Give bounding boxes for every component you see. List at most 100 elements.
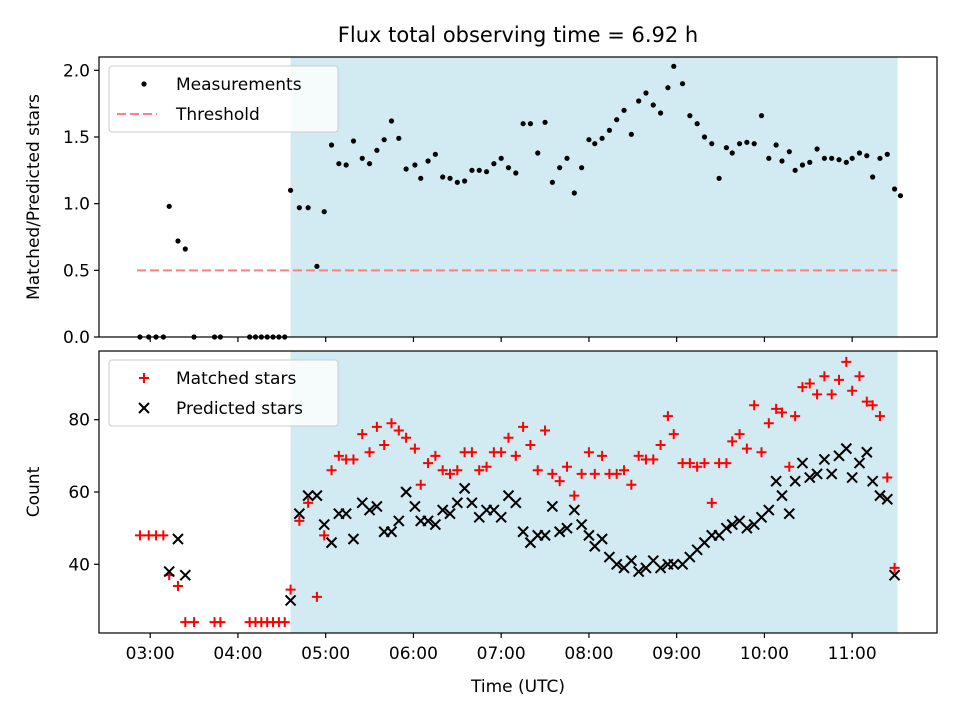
- predicted-point: [796, 457, 809, 469]
- matched-point: [379, 440, 390, 450]
- matched-point: [804, 378, 815, 389]
- matched-point: [589, 468, 600, 479]
- predicted-point: [429, 518, 442, 531]
- measurement-point: [671, 63, 677, 69]
- measurement-point: [557, 165, 563, 171]
- matched-point: [576, 468, 587, 479]
- legend: Measurements Threshold: [108, 65, 339, 133]
- matched-point: [648, 454, 659, 465]
- matched-point: [134, 530, 145, 541]
- measurement-point: [814, 146, 820, 152]
- matched-point: [749, 400, 760, 411]
- predicted-point: [611, 558, 623, 571]
- predicted-point: [575, 518, 588, 531]
- measurement-point: [491, 161, 497, 167]
- matched-point: [215, 617, 226, 628]
- x-tick-label: 04:00: [213, 644, 262, 664]
- matched-point: [481, 461, 492, 472]
- legend-label: Predicted stars: [176, 399, 303, 419]
- matched-point: [771, 403, 782, 414]
- measurement-point: [182, 246, 188, 252]
- measurement-point: [579, 165, 585, 171]
- matched-point: [668, 429, 679, 440]
- x-tick-label: 08:00: [564, 644, 613, 664]
- measurement-point: [535, 150, 541, 156]
- matched-point: [874, 411, 885, 422]
- measurement-point: [520, 121, 526, 127]
- predicted-point: [825, 468, 838, 480]
- measurement-point: [650, 102, 656, 108]
- measurement-point: [864, 153, 870, 159]
- measurement-point: [807, 159, 813, 165]
- matched-point: [510, 450, 521, 461]
- matched-point: [847, 385, 858, 396]
- matched-point: [547, 468, 558, 479]
- measurement-point: [388, 118, 395, 124]
- predicted-point: [783, 507, 795, 520]
- matched-point: [393, 425, 404, 436]
- measurement-point: [343, 162, 349, 168]
- predicted-point: [818, 453, 831, 466]
- predicted-point: [163, 565, 175, 578]
- measurement-point: [396, 135, 402, 141]
- matched-point: [554, 476, 565, 487]
- matched-point: [311, 591, 322, 602]
- predicted-point: [422, 515, 434, 527]
- measurement-point: [606, 127, 613, 133]
- measurement-point: [564, 155, 570, 161]
- predicted-point: [393, 515, 405, 527]
- predicted-point: [568, 504, 581, 516]
- measurement-point: [469, 167, 475, 173]
- measurement-point: [425, 158, 431, 164]
- measurement-point: [498, 155, 504, 161]
- matched-point: [279, 617, 290, 628]
- measurement-point: [687, 113, 693, 119]
- measurement-point: [166, 203, 172, 209]
- matched-point: [409, 443, 420, 454]
- measurement-point: [701, 134, 708, 140]
- predicted-point: [553, 526, 566, 538]
- predicted-point: [741, 522, 753, 534]
- measurement-point: [305, 205, 311, 211]
- predicted-point: [632, 565, 645, 578]
- measurement-point: [779, 158, 785, 164]
- matched-point: [841, 356, 852, 367]
- y-tick-label: 1.0: [63, 195, 90, 215]
- matched-point: [285, 584, 296, 595]
- matched-point: [371, 421, 382, 432]
- measurement-point: [374, 147, 380, 153]
- predicted-point: [888, 569, 901, 581]
- measurement-point: [665, 85, 671, 91]
- measurement-point: [836, 157, 842, 163]
- matched-point: [699, 458, 710, 469]
- predicted-point: [400, 486, 412, 498]
- predicted-point: [726, 518, 738, 531]
- predicted-point: [770, 475, 782, 487]
- matched-point: [303, 497, 314, 508]
- predicted-point: [371, 500, 383, 513]
- matched-point: [763, 418, 774, 429]
- measurement-point: [766, 155, 772, 161]
- matched-point: [741, 443, 752, 454]
- y-tick-label: 0.0: [63, 328, 90, 348]
- legend: Matched stars Predicted stars: [108, 359, 339, 427]
- matched-point: [452, 465, 463, 476]
- measurement-point: [799, 162, 806, 168]
- measurement-point: [891, 186, 898, 192]
- measurement-point: [586, 137, 592, 143]
- measurement-point: [679, 81, 686, 87]
- measurement-point: [359, 155, 365, 161]
- predicted-point: [311, 489, 323, 502]
- matched-point: [540, 425, 551, 436]
- legend-label: Measurements: [176, 75, 302, 95]
- predicted-point: [409, 500, 421, 513]
- matched-point: [727, 436, 738, 447]
- matched-point: [158, 530, 169, 541]
- measurement-point: [736, 141, 743, 147]
- measurement-point: [897, 193, 904, 199]
- predicted-point: [172, 533, 184, 545]
- predicted-point: [881, 493, 893, 505]
- predicted-point: [517, 526, 529, 538]
- y-tick-label: 60: [68, 483, 90, 503]
